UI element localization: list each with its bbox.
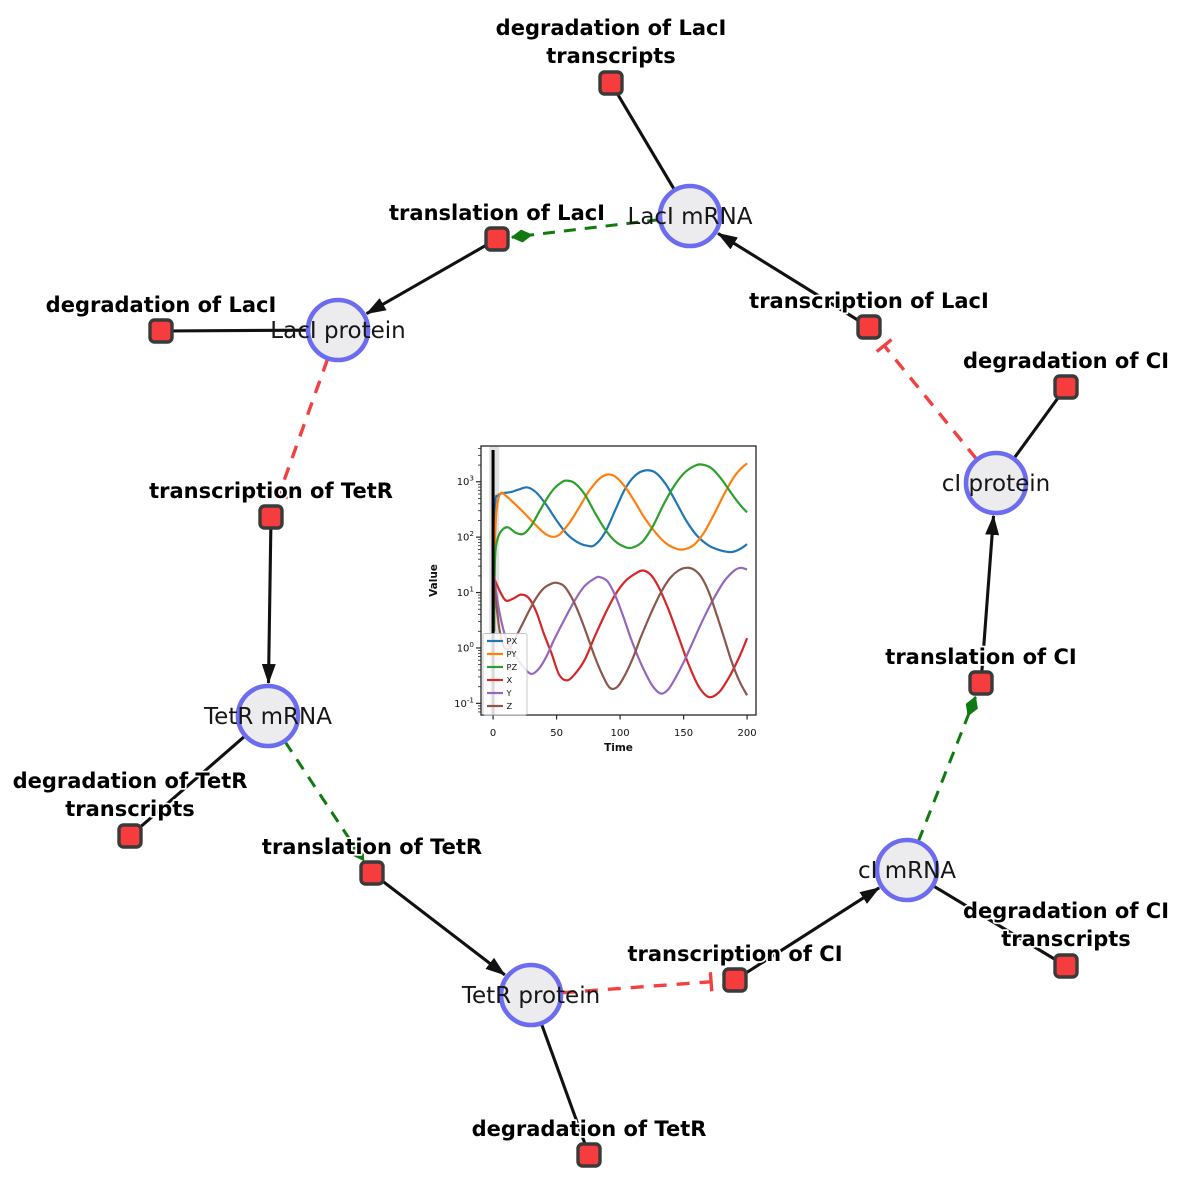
chart-y-tick-label: 102 xyxy=(457,529,474,544)
reaction-node-deg-laci-tx[interactable] xyxy=(598,70,624,96)
species-label-tetr-protein: TetR protein xyxy=(461,983,600,1009)
chart-y-tick-label: 101 xyxy=(457,585,474,600)
chart-x-tick-label: 50 xyxy=(550,728,563,739)
edge-production-tl-ci-to-ci-protein xyxy=(979,514,1000,684)
reaction-label-tl-ci: translation of CI xyxy=(885,645,1076,669)
inset-chart: 0 50 100 150 20010-1100101102103TimeValuePXP… xyxy=(428,445,757,754)
inhibition-tbar-tc-tetr xyxy=(269,489,289,500)
chart-x-tick-label: 150 xyxy=(674,728,693,739)
edge-inhibition-tetr-protein-to-tc-ci xyxy=(561,980,712,995)
edge-production-tl-tetr-to-tetr-protein xyxy=(371,871,506,977)
reaction-label-tl-laci: translation of LacI xyxy=(389,201,605,225)
chart-curves xyxy=(492,462,749,699)
legend-label-X: X xyxy=(507,675,513,685)
reaction-node-tl-ci[interactable] xyxy=(968,670,994,696)
chart-legend-frame xyxy=(482,633,528,716)
species-nodes-layer xyxy=(235,183,1029,1028)
edge-catalysis-ci-mrna-to-tl-ci xyxy=(917,696,978,842)
edge-consumption-laci-mrna-to-deg-laci-tx xyxy=(609,82,676,191)
reaction-node-tc-laci[interactable] xyxy=(856,314,882,340)
edge-inhibition-ci-protein-to-tc-laci xyxy=(882,344,978,461)
species-node-tetr-protein[interactable] xyxy=(498,962,564,1028)
labels-layer: degradation of LacI transcripts translatio… xyxy=(11,14,1171,1143)
edge-production-tc-tetr-to-tetr-mrna xyxy=(261,516,276,685)
species-label-laci-mrna: LacI mRNA xyxy=(628,204,753,230)
chart-series-PY xyxy=(493,462,748,632)
species-node-laci-protein[interactable] xyxy=(305,297,371,363)
edge-inhibition-laci-protein-to-tc-tetr xyxy=(277,358,330,495)
inhibition-tbar-tc-laci xyxy=(875,338,893,353)
reaction-label-deg-tetr-tx: degradation of TetR transcripts xyxy=(13,769,248,821)
chart-series-Z xyxy=(492,566,749,696)
legend-label-Z: Z xyxy=(507,701,513,711)
species-label-laci-protein: LacI protein xyxy=(270,318,405,344)
reaction-label-deg-ci-tx: degradation of CI transcripts xyxy=(963,899,1169,951)
legend-label-PX: PX xyxy=(507,636,518,646)
reaction-nodes-layer xyxy=(117,70,1079,1168)
edge-consumption-ci-mrna-to-deg-ci-tx xyxy=(932,884,1067,968)
reaction-node-deg-tetr[interactable] xyxy=(576,1142,602,1168)
edges-layer xyxy=(128,82,1068,1156)
reaction-node-deg-laci[interactable] xyxy=(148,318,174,344)
reaction-node-tl-laci[interactable] xyxy=(484,226,510,252)
chart-x-tick-label: 200 xyxy=(738,728,757,739)
species-node-laci-mrna[interactable] xyxy=(657,183,723,249)
reaction-label-deg-laci-tx: degradation of LacI transcripts xyxy=(496,16,727,68)
reaction-node-deg-ci[interactable] xyxy=(1053,374,1079,400)
edge-catalysis-tetr-mrna-to-tl-tetr xyxy=(283,741,365,862)
reaction-label-deg-tetr: degradation of TetR xyxy=(472,1117,707,1141)
edge-consumption-tetr-mrna-to-deg-tetr-tx xyxy=(128,735,246,838)
chart-x-axis-label: Time xyxy=(604,742,633,754)
chart-series-PZ xyxy=(493,463,748,632)
legend-label-PZ: PZ xyxy=(507,662,518,672)
chart-series-X xyxy=(492,569,749,699)
chart-y-tick-label: 100 xyxy=(457,640,475,655)
reaction-label-tc-ci: transcription of CI xyxy=(627,942,842,966)
reaction-label-tc-laci: transcription of LacI xyxy=(749,289,989,313)
legend-label-PY: PY xyxy=(507,649,518,659)
inhibition-tbar-tc-ci xyxy=(708,972,714,992)
species-node-tetr-mrna[interactable] xyxy=(235,683,301,749)
species-label-ci-mrna: cI mRNA xyxy=(858,858,956,884)
edge-production-tl-laci-to-laci-protein xyxy=(365,237,498,315)
legend-label-Y: Y xyxy=(506,688,513,698)
reaction-node-deg-tetr-tx[interactable] xyxy=(117,823,143,849)
reaction-node-tc-tetr[interactable] xyxy=(258,504,284,530)
reaction-label-deg-ci: degradation of CI xyxy=(963,349,1169,373)
chart-legend: PX PY PZ XYZ xyxy=(482,633,528,716)
reaction-label-tc-tetr: transcription of TetR xyxy=(149,479,393,503)
species-node-ci-mrna[interactable] xyxy=(874,837,940,903)
reaction-node-deg-ci-tx[interactable] xyxy=(1053,953,1079,979)
chart-y-tick-label: 10-1 xyxy=(454,695,474,710)
chart-x-tick-label: 100 xyxy=(611,728,630,739)
chart-y-tick-label: 103 xyxy=(457,474,474,489)
edge-production-tc-laci-to-laci-mrna xyxy=(717,232,870,329)
reaction-node-tl-tetr[interactable] xyxy=(359,860,385,886)
edge-catalysis-laci-mrna-to-tl-laci xyxy=(510,218,660,243)
species-label-ci-protein: cI protein xyxy=(942,471,1051,497)
edge-consumption-tetr-protein-to-deg-tetr xyxy=(540,1023,591,1156)
edge-production-tc-ci-to-ci-mrna xyxy=(734,886,881,982)
edge-consumption-laci-protein-to-deg-laci xyxy=(160,328,308,333)
reaction-label-tl-tetr: translation of TetR xyxy=(262,835,482,859)
species-node-ci-protein[interactable] xyxy=(963,450,1029,516)
reaction-label-deg-laci: degradation of LacI xyxy=(46,293,277,317)
chart-x-tick-label: 0 xyxy=(490,728,496,739)
reaction-node-tc-ci[interactable] xyxy=(722,967,748,993)
chart-y-axis-label: Value xyxy=(428,564,440,597)
chart-spines xyxy=(480,445,757,716)
species-label-tetr-mrna: TetR mRNA xyxy=(203,704,332,730)
